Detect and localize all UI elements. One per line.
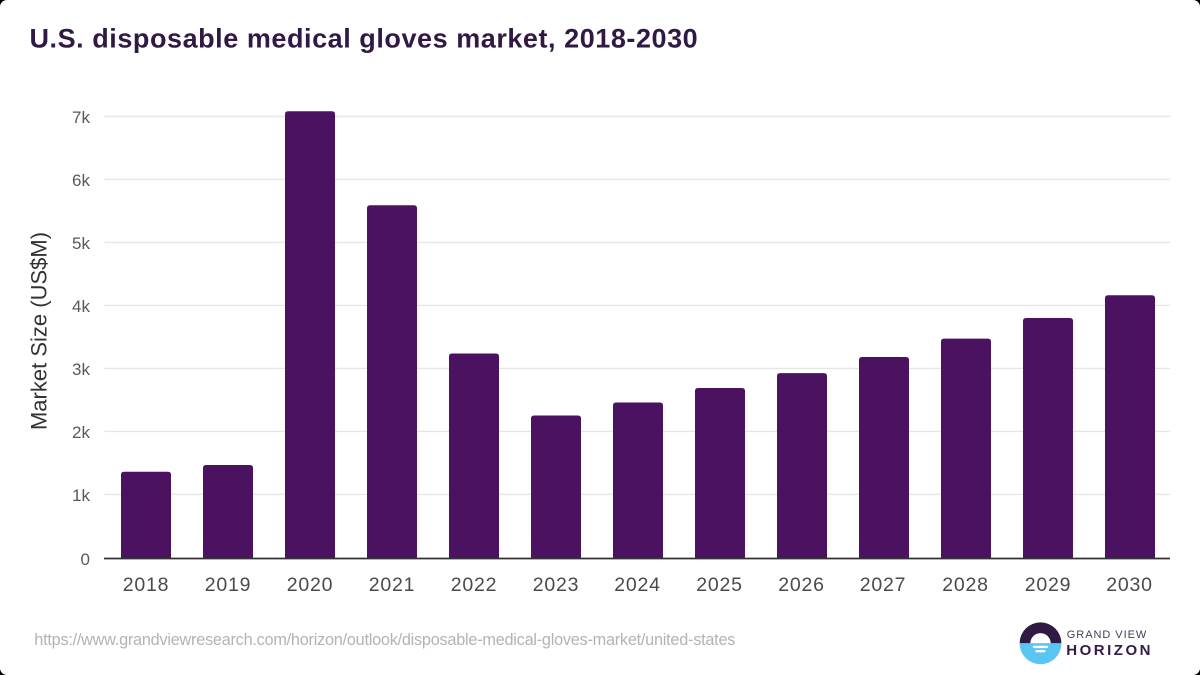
svg-text:2028: 2028	[942, 574, 989, 596]
svg-text:Market Size (US$M): Market Size (US$M)	[27, 232, 52, 430]
svg-text:2030: 2030	[1106, 574, 1153, 596]
svg-text:5k: 5k	[72, 234, 90, 253]
svg-text:2021: 2021	[369, 574, 416, 596]
svg-text:2020: 2020	[287, 574, 334, 596]
svg-text:2023: 2023	[533, 574, 580, 596]
svg-text:2022: 2022	[451, 574, 498, 596]
svg-text:2k: 2k	[72, 423, 90, 442]
svg-text:https://www.grandviewresearch.: https://www.grandviewresearch.com/horizo…	[34, 631, 735, 649]
svg-text:2025: 2025	[696, 574, 743, 596]
svg-text:2019: 2019	[205, 574, 252, 596]
svg-text:1k: 1k	[72, 486, 90, 505]
svg-text:7k: 7k	[72, 108, 90, 127]
svg-text:HORIZON: HORIZON	[1066, 642, 1153, 659]
svg-text:6k: 6k	[72, 171, 90, 190]
svg-text:2027: 2027	[860, 574, 907, 596]
svg-text:0: 0	[81, 550, 90, 569]
svg-text:U.S. disposable medical gloves: U.S. disposable medical gloves market, 2…	[30, 24, 699, 54]
svg-text:2024: 2024	[614, 574, 661, 596]
svg-text:2029: 2029	[1025, 574, 1072, 596]
svg-text:2026: 2026	[778, 574, 825, 596]
svg-text:2018: 2018	[123, 574, 170, 596]
svg-text:3k: 3k	[72, 360, 90, 379]
svg-text:GRAND VIEW: GRAND VIEW	[1067, 629, 1147, 641]
svg-text:4k: 4k	[72, 297, 90, 316]
